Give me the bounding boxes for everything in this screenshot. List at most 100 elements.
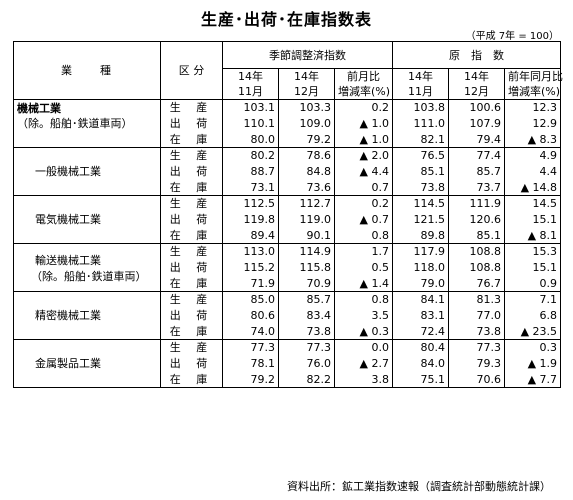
value-sa-nov: 78.1 [222, 355, 279, 372]
value-mom: 3.5 [334, 307, 393, 324]
header-industry: 業 種 [13, 41, 161, 100]
value-orig-dec: 85.1 [448, 227, 505, 244]
value-sa-nov: 85.0 [222, 291, 279, 308]
value-orig-nov: 117.9 [392, 243, 449, 260]
value-orig-nov: 79.0 [392, 275, 449, 292]
value-sa-nov: 103.1 [222, 99, 279, 116]
header-seasonal: 季節調整済指数 [222, 41, 393, 69]
value-yoy: 0.9 [539, 276, 558, 290]
industry-cell: 精密機械工業 [13, 291, 161, 340]
category-label: 出 荷 [160, 163, 223, 180]
value-sa-nov: 119.8 [222, 211, 279, 228]
value-mom: 0.2 [334, 99, 393, 116]
category-label: 在 庫 [160, 371, 223, 388]
value-orig-dec: 77.4 [448, 147, 505, 164]
value-sa-dec: 115.8 [278, 259, 335, 276]
value-orig-nov: 111.0 [392, 115, 449, 132]
value-sa-dec: 85.7 [278, 291, 335, 308]
value-mom: ▲ 2.0 [334, 147, 393, 164]
value-sa-dec: 112.7 [278, 195, 335, 212]
value-sa-nov: 110.1 [222, 115, 279, 132]
value-yoy: ▲ 8.1 [527, 228, 558, 242]
value-mom: 1.7 [334, 243, 393, 260]
value-orig-dec: 107.9 [448, 115, 505, 132]
value-mom: 0.8 [334, 227, 393, 244]
header-mom-rate: 増減率(%) [334, 84, 393, 100]
value-orig-nov: 121.5 [392, 211, 449, 228]
value-sa-nov: 113.0 [222, 243, 279, 260]
value-orig-nov: 85.1 [392, 163, 449, 180]
value-mom: 0.0 [334, 339, 393, 356]
value-sa-dec: 73.8 [278, 323, 335, 340]
industry-name: 精密機械工業 [35, 309, 101, 322]
value-orig-dec: 120.6 [448, 211, 505, 228]
industry-subnote: （除。船舶･鉄道車両） [31, 270, 147, 283]
value-sa-nov: 80.0 [222, 131, 279, 148]
category-label: 生 産 [160, 243, 223, 260]
table-row: 機械工業 （除。船舶･鉄道車両） 生 産 103.1 103.3 0.2 103.8 100.… [13, 99, 561, 148]
table-row: 輸送機械工業 （除。船舶･鉄道車両） 生 産 113.0 114.9 1.7 117.9 10… [13, 243, 561, 292]
value-yoy: 7.1 [504, 291, 561, 308]
value-orig-nov: 114.5 [392, 195, 449, 212]
value-mom: ▲ 4.4 [334, 163, 393, 180]
industry-name: 機械工業 [17, 102, 61, 115]
value-orig-nov: 103.8 [392, 99, 449, 116]
category-label: 生 産 [160, 195, 223, 212]
value-orig-dec: 79.3 [448, 355, 505, 372]
value-orig-nov: 75.1 [392, 371, 449, 388]
category-label: 出 荷 [160, 259, 223, 276]
value-yoy: 14.5 [504, 195, 561, 212]
value-orig-dec: 73.7 [448, 179, 505, 196]
value-sa-dec: 90.1 [278, 227, 335, 244]
industry-name: 電気機械工業 [35, 213, 101, 226]
value-sa-dec: 78.6 [278, 147, 335, 164]
category-label: 生 産 [160, 291, 223, 308]
value-yoy: ▲ 1.9 [527, 357, 558, 370]
source-note: 資料出所：鉱工業指数速報（調査統計部動態統計課） [287, 480, 551, 493]
value-orig-dec: 76.7 [448, 275, 505, 292]
industry-cell: 輸送機械工業 （除。船舶･鉄道車両） [13, 243, 161, 292]
value-orig-nov: 82.1 [392, 131, 449, 148]
value-sa-nov: 74.0 [222, 323, 279, 340]
value-sa-nov: 79.2 [222, 371, 279, 388]
value-sa-dec: 109.0 [278, 115, 335, 132]
value-yoy: ▲ 23.5 [520, 324, 558, 338]
value-yoy: 4.4 [539, 165, 558, 178]
value-sa-dec: 70.9 [278, 275, 335, 292]
industry-cell: 機械工業 （除。船舶･鉄道車両） [13, 99, 161, 148]
industry-name: 輸送機械工業 [35, 254, 101, 267]
header-year: 14年 [448, 68, 505, 84]
value-orig-nov: 83.1 [392, 307, 449, 324]
header-year: 14年 [222, 68, 279, 84]
value-orig-nov: 76.5 [392, 147, 449, 164]
value-yoy: 4.9 [504, 147, 561, 164]
value-yoy: 12.3 [504, 99, 561, 116]
value-yoy: 15.1 [532, 261, 558, 274]
category-label: 生 産 [160, 147, 223, 164]
industry-cell: 一般機械工業 [13, 147, 161, 196]
index-table: 業 種 区 分 季節調整済指数 原 指 数 14年 14年 前月比 14年 14… [13, 41, 563, 388]
value-sa-dec: 76.0 [278, 355, 335, 372]
value-sa-nov: 88.7 [222, 163, 279, 180]
header-yoy-rate: 増減率(%) [503, 84, 562, 100]
value-sa-nov: 112.5 [222, 195, 279, 212]
value-yoy: 6.8 [539, 309, 558, 322]
value-orig-nov: 84.0 [392, 355, 449, 372]
value-mom: ▲ 1.0 [334, 115, 393, 132]
table-row: 在 庫 79.2 82.2 3.8 75.1 70.6 ▲ 7.7 [14, 371, 561, 388]
table-row: 出 荷 78.1 76.0 ▲ 2.7 84.0 79.3 ▲ 1.9 [14, 355, 561, 372]
header-month: 12月 [278, 84, 335, 100]
table-row: 電気機械工業 生 産 112.5 112.7 0.2 114.5 111.9 14.5 [13, 195, 561, 244]
category-label: 出 荷 [160, 307, 223, 324]
value-orig-dec: 77.0 [448, 307, 505, 324]
value-sa-dec: 82.2 [278, 371, 335, 388]
value-mom: 0.7 [334, 179, 393, 196]
value-orig-nov: 72.4 [392, 323, 449, 340]
table-row: 在 庫 89.4 90.1 0.8 89.8 85.1 ▲ 8.1 [14, 227, 561, 244]
category-label: 出 荷 [160, 211, 223, 228]
value-orig-dec: 79.4 [448, 131, 505, 148]
table-row: 出 荷 115.2 115.8 0.5 118.0 108.8 15.1 [14, 259, 561, 276]
value-sa-dec: 77.3 [278, 339, 335, 356]
table-row: 出 荷 110.1 109.0 ▲ 1.0 111.0 107.9 12.9 [14, 115, 561, 132]
value-mom: ▲ 1.0 [334, 131, 393, 148]
